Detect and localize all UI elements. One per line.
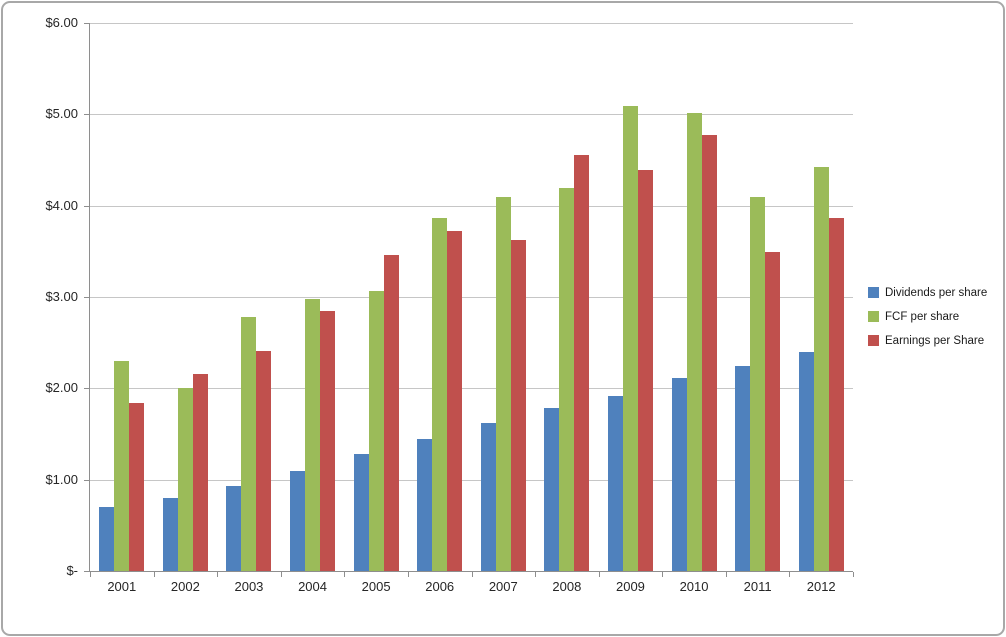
legend-item-dividends: Dividends per share: [868, 285, 987, 300]
y-axis-tick: [84, 571, 90, 572]
bar-fcf-2002: [177, 388, 193, 571]
bar-earnings-2012: [828, 218, 844, 571]
bar-dividends-2010: [671, 378, 687, 571]
x-axis-tick: [280, 572, 282, 577]
y-axis-label: $5.00: [45, 106, 78, 122]
bar-fcf-2010: [686, 113, 702, 571]
bar-earnings-2007: [510, 240, 526, 571]
x-axis-tick: [344, 572, 346, 577]
bar-fcf-2006: [432, 217, 448, 571]
legend-marker-fcf-icon: [868, 311, 879, 322]
bar-dividends-2001: [99, 507, 115, 571]
x-axis-label: 2003: [234, 579, 264, 594]
bar-dividends-2007: [480, 423, 496, 571]
gridline: [90, 388, 853, 390]
gridline: [90, 114, 853, 116]
x-axis-tick: [725, 572, 727, 577]
x-axis-tick: [853, 572, 854, 577]
x-axis-label: 2008: [552, 579, 582, 594]
bar-dividends-2004: [290, 470, 306, 571]
x-axis-tick: [471, 572, 473, 577]
y-axis-tick: [84, 479, 90, 481]
bar-fcf-2011: [750, 196, 766, 571]
bar-earnings-2010: [701, 135, 717, 571]
legend-marker-dividends-icon: [868, 287, 879, 298]
x-axis-label: 2001: [107, 579, 137, 594]
bar-fcf-2007: [495, 197, 511, 571]
x-axis-tick: [90, 572, 91, 577]
y-axis-label: $2.00: [45, 380, 78, 396]
bar-earnings-2011: [765, 252, 781, 571]
x-axis-tick: [789, 572, 791, 577]
legend-item-earnings: Earnings per Share: [868, 333, 987, 348]
bar-dividends-2009: [607, 395, 623, 571]
y-axis-tick: [84, 297, 90, 298]
x-axis-tick: [153, 572, 155, 577]
bar-dividends-2008: [544, 407, 560, 571]
legend-item-fcf: FCF per share: [868, 309, 987, 324]
x-axis-label: 2011: [743, 579, 772, 594]
bar-dividends-2011: [735, 365, 751, 571]
gridline: [90, 479, 853, 481]
x-axis-label: 2012: [806, 579, 836, 594]
bar-fcf-2012: [813, 167, 829, 571]
bar-dividends-2006: [417, 438, 433, 571]
bar-earnings-2008: [574, 154, 590, 571]
bar-earnings-2003: [256, 350, 272, 571]
bar-fcf-2001: [114, 360, 130, 571]
bar-earnings-2001: [129, 402, 145, 571]
y-axis-tick: [84, 388, 90, 390]
x-axis-label: 2005: [361, 579, 391, 594]
y-axis-tick: [84, 23, 90, 24]
x-axis-tick: [217, 572, 219, 577]
bar-dividends-2012: [798, 351, 814, 571]
bar-dividends-2005: [353, 454, 369, 571]
y-axis-label: $4.00: [45, 197, 78, 213]
x-axis-tick: [598, 572, 600, 577]
x-axis-label: 2009: [615, 579, 645, 594]
legend: Dividends per share FCF per share Earnin…: [868, 285, 987, 357]
y-axis-label: $6.00: [45, 15, 78, 30]
bar-fcf-2004: [305, 298, 321, 571]
bar-fcf-2009: [622, 106, 638, 571]
legend-label-fcf: FCF per share: [885, 310, 960, 323]
gridline: [90, 297, 853, 298]
legend-marker-earnings-icon: [868, 335, 879, 346]
bar-earnings-2009: [637, 170, 653, 571]
bar-dividends-2002: [162, 497, 178, 571]
bar-earnings-2002: [192, 373, 208, 571]
y-axis-label: $1.00: [45, 471, 78, 487]
gridline: [90, 23, 853, 24]
x-axis-label: 2004: [298, 579, 327, 594]
bar-earnings-2004: [320, 310, 336, 571]
y-axis-tick: [84, 114, 90, 116]
bar-earnings-2006: [447, 231, 463, 571]
gridline: [90, 205, 853, 207]
y-axis-tick: [84, 205, 90, 207]
y-axis-label: $3.00: [45, 289, 78, 304]
x-axis-tick: [535, 572, 537, 577]
x-axis-label: 2002: [170, 579, 200, 594]
x-axis-label: 2010: [679, 579, 709, 594]
y-axis-label: $-: [66, 563, 78, 578]
bar-fcf-2005: [368, 290, 384, 571]
x-axis-tick: [407, 572, 409, 577]
bar-earnings-2005: [383, 254, 399, 571]
x-axis-line: [89, 571, 853, 572]
bar-fcf-2008: [559, 188, 575, 571]
bar-dividends-2003: [226, 486, 242, 571]
x-axis-label: 2007: [488, 579, 518, 594]
x-axis-label: 2006: [425, 579, 455, 594]
legend-label-earnings: Earnings per Share: [885, 334, 985, 347]
x-axis-tick: [662, 572, 664, 577]
legend-label-dividends: Dividends per share: [885, 286, 988, 299]
bar-fcf-2003: [241, 317, 257, 571]
